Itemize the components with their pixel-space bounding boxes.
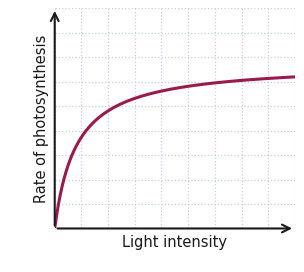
X-axis label: Light intensity: Light intensity — [122, 236, 227, 251]
Y-axis label: Rate of photosynthesis: Rate of photosynthesis — [34, 34, 49, 203]
